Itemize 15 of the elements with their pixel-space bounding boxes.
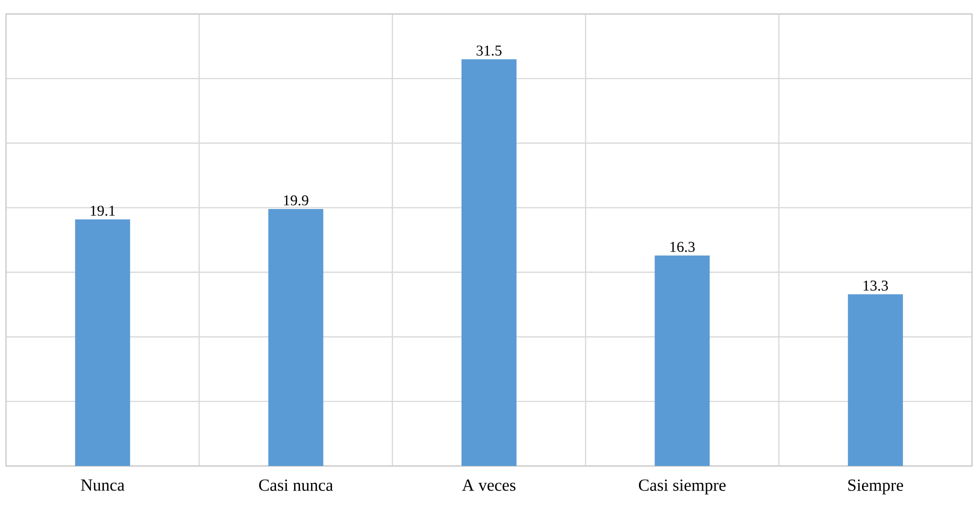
bar	[268, 209, 324, 466]
bar	[75, 219, 130, 466]
data-label: 16.3	[670, 242, 695, 252]
data-label: 31.5	[476, 46, 502, 56]
data-label: 13.3	[864, 280, 888, 291]
x-tick-label: Casi nunca	[259, 480, 333, 491]
bar	[462, 59, 517, 466]
x-tick-label: Casi siempre	[638, 480, 726, 494]
data-label: 19.9	[284, 195, 308, 206]
x-tick-label: Siempre	[848, 480, 904, 494]
bar	[654, 255, 710, 466]
x-tick-label: A veces	[462, 480, 516, 491]
x-tick-label: Nunca	[80, 480, 124, 491]
bar	[848, 294, 903, 466]
data-label: 19.1	[90, 206, 115, 216]
